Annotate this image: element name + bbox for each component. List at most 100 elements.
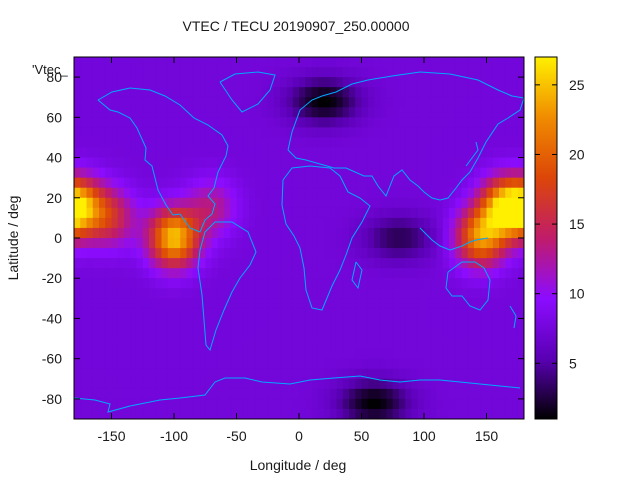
heatmap-cell <box>286 157 294 169</box>
heatmap-cell <box>230 197 237 209</box>
heatmap-cell <box>455 238 462 249</box>
heatmap-cell <box>486 398 494 410</box>
heatmap-cell <box>111 87 119 98</box>
heatmap-cell <box>92 167 100 179</box>
heatmap-cell <box>74 248 81 259</box>
heatmap-cell <box>324 408 331 420</box>
heatmap-cell <box>436 238 444 249</box>
heatmap-cell <box>311 258 319 269</box>
heatmap-cell <box>305 358 312 370</box>
heatmap-cell <box>517 97 525 108</box>
heatmap-cell <box>292 167 300 179</box>
heatmap-cell <box>249 127 256 138</box>
heatmap-cell <box>386 217 394 229</box>
heatmap-cell <box>461 147 469 158</box>
heatmap-cell <box>155 217 162 229</box>
heatmap-cell <box>499 388 506 400</box>
heatmap-cell <box>174 328 181 339</box>
heatmap-cell <box>155 117 162 128</box>
heatmap-cell <box>149 147 156 158</box>
heatmap-cell <box>86 388 94 400</box>
heatmap-cell <box>192 97 200 108</box>
heatmap-cell <box>217 77 225 88</box>
heatmap-cell <box>430 177 437 189</box>
heatmap-cell <box>211 318 219 329</box>
heatmap-cell <box>286 238 294 249</box>
heatmap-cell <box>430 227 437 239</box>
heatmap-cell <box>211 348 219 360</box>
heatmap-cell <box>80 107 87 118</box>
heatmap-cell <box>455 177 462 189</box>
heatmap-cell <box>161 298 169 309</box>
heatmap-cell <box>430 97 437 108</box>
heatmap-cell <box>299 378 306 390</box>
heatmap-cell <box>449 227 456 239</box>
heatmap-cell <box>136 137 144 148</box>
heatmap-cell <box>205 207 212 219</box>
heatmap-cell <box>99 268 106 279</box>
heatmap-cell <box>336 207 344 219</box>
heatmap-cell <box>105 338 112 350</box>
heatmap-cell <box>142 117 150 128</box>
heatmap-cell <box>142 187 150 199</box>
heatmap-cell <box>80 248 87 259</box>
heatmap-cell <box>130 107 137 118</box>
heatmap-cell <box>92 127 100 138</box>
heatmap-cell <box>199 348 206 360</box>
heatmap-cell <box>274 368 281 380</box>
heatmap-cell <box>255 217 262 229</box>
heatmap-cell <box>367 278 375 289</box>
heatmap-cell <box>149 197 156 209</box>
heatmap-cell <box>505 137 512 148</box>
heatmap-cell <box>161 137 169 148</box>
heatmap-cell <box>505 248 512 259</box>
y-tick-label: 20 <box>46 190 62 206</box>
heatmap-cell <box>136 187 144 199</box>
heatmap-cell <box>255 288 262 299</box>
heatmap-cell <box>161 378 169 390</box>
heatmap-cell <box>436 107 444 118</box>
heatmap-cell <box>111 67 119 78</box>
heatmap-cell <box>186 227 194 239</box>
heatmap-cell <box>155 57 162 68</box>
heatmap-cell <box>461 258 469 269</box>
heatmap-cell <box>361 147 369 158</box>
heatmap-cell <box>386 77 394 88</box>
heatmap-cell <box>74 167 81 179</box>
heatmap-cell <box>186 197 194 209</box>
heatmap-cell <box>499 137 506 148</box>
heatmap-cell <box>411 197 419 209</box>
heatmap-cell <box>305 187 312 199</box>
heatmap-cell <box>111 278 119 289</box>
heatmap-cell <box>255 207 262 219</box>
heatmap-cell <box>124 107 131 118</box>
heatmap-cell <box>236 227 244 239</box>
heatmap-cell <box>299 298 306 309</box>
heatmap-cell <box>424 398 431 410</box>
heatmap-cell <box>492 207 500 219</box>
heatmap-cell <box>405 328 412 339</box>
heatmap-cell <box>267 298 275 309</box>
heatmap-cell <box>192 268 200 279</box>
heatmap-cell <box>292 207 300 219</box>
heatmap-cell <box>467 147 475 158</box>
heatmap-cell <box>499 318 506 329</box>
heatmap-cell <box>499 87 506 98</box>
heatmap-cell <box>255 398 262 410</box>
heatmap-cell <box>267 207 275 219</box>
heatmap-cell <box>224 97 231 108</box>
heatmap-cell <box>317 157 325 169</box>
heatmap-cell <box>74 318 81 329</box>
heatmap-cell <box>174 278 181 289</box>
heatmap-cell <box>380 227 387 239</box>
heatmap-cell <box>292 308 300 319</box>
heatmap-cell <box>280 298 287 309</box>
heatmap-cell <box>261 157 269 169</box>
heatmap-cell <box>242 117 250 128</box>
heatmap-cell <box>461 348 469 360</box>
heatmap-cell <box>199 408 206 420</box>
heatmap-cell <box>455 77 462 88</box>
heatmap-cell <box>492 147 500 158</box>
heatmap-cell <box>467 368 475 380</box>
heatmap-cell <box>355 408 362 420</box>
